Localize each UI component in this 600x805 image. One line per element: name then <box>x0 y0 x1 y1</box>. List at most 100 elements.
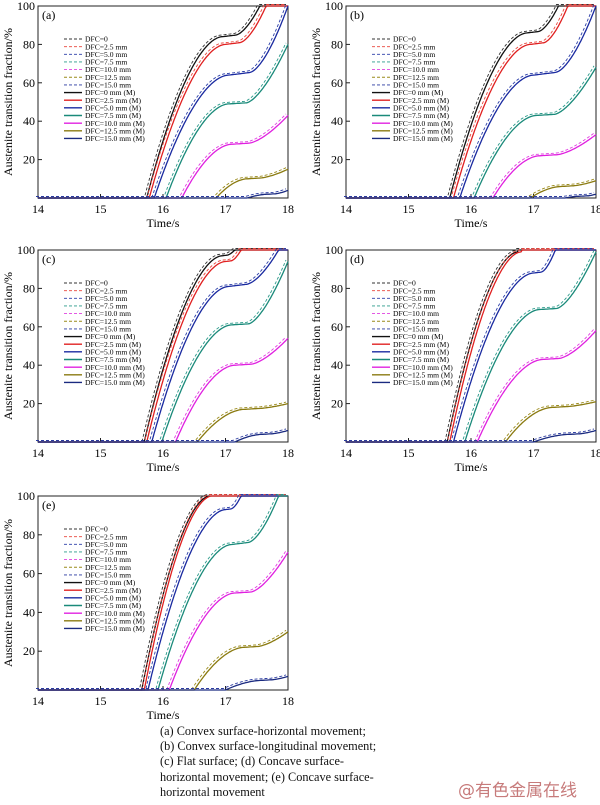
legend-label: DFC=15.0 mm <box>393 81 439 90</box>
x-tick-label: 15 <box>403 446 415 460</box>
panel-label: (b) <box>350 8 364 22</box>
legend-label: DFC=12.5 mm <box>393 73 439 82</box>
series-line-solid <box>346 330 597 443</box>
series-line-dashed <box>344 328 595 441</box>
series-line-dashed <box>344 192 595 197</box>
y-tick-label: 60 <box>23 76 35 90</box>
legend-label: DFC=10.0 mm <box>85 309 131 318</box>
series-line-dashed <box>36 42 287 197</box>
legend-label: DFC=10.0 mm <box>393 309 439 318</box>
legend-label: DFC=2.5 mm (M) <box>393 340 449 349</box>
panel-label: (e) <box>42 498 55 512</box>
legend-label: DFC=7.5 mm (M) <box>393 111 449 120</box>
series-line-dashed <box>344 250 595 441</box>
x-axis-label: Time/s <box>147 460 180 474</box>
panel-label: (c) <box>42 252 55 266</box>
y-tick-label: 40 <box>23 605 35 619</box>
series-line-solid <box>346 67 597 199</box>
legend-label: DFC=15.0 mm (M) <box>393 378 453 387</box>
legend-label: DFC=10.0 mm <box>393 65 439 74</box>
panel-label: (d) <box>350 252 364 266</box>
legend-label: DFC=2.5 mm <box>393 286 435 295</box>
legend-label: DFC=12.5 mm (M) <box>393 370 453 379</box>
legend-label: DFC=12.5 mm (M) <box>85 370 145 379</box>
series-line-solid <box>38 249 288 443</box>
legend-label: DFC=0 mm (M) <box>393 332 444 341</box>
y-tick-label: 100 <box>17 489 35 503</box>
y-tick-label: 20 <box>331 153 343 167</box>
legend-label: DFC=2.5 mm (M) <box>85 586 141 595</box>
x-axis-label: Time/s <box>147 216 180 230</box>
series-line-solid <box>346 193 597 199</box>
y-tick-label: 100 <box>325 243 343 257</box>
plot-frame <box>37 249 289 443</box>
plot-frame <box>345 249 597 443</box>
series-line-solid <box>38 114 289 199</box>
series-line-dashed <box>344 178 595 197</box>
legend-label: DFC=10.0 mm (M) <box>85 119 145 128</box>
legend-label: DFC=5.0 mm (M) <box>393 103 449 112</box>
legend-label: DFC=2.5 mm (M) <box>85 340 141 349</box>
x-tick-label: 14 <box>32 446 44 460</box>
series-line-solid <box>346 5 596 199</box>
x-tick-label: 16 <box>157 446 169 460</box>
y-tick-label: 20 <box>23 397 35 411</box>
x-tick-label: 16 <box>157 202 169 216</box>
y-tick-label: 40 <box>23 114 35 128</box>
legend-label: DFC=15.0 mm <box>85 325 131 334</box>
series-line-solid <box>346 5 597 199</box>
x-tick-label: 15 <box>95 446 107 460</box>
legend-label: DFC=12.5 mm <box>85 317 131 326</box>
legend-label: DFC=10.0 mm (M) <box>393 119 453 128</box>
legend-label: DFC=0 mm (M) <box>85 88 136 97</box>
y-tick-label: 80 <box>331 281 343 295</box>
y-tick-label: 40 <box>331 114 343 128</box>
y-axis-label: Austenite transition fraction/% <box>1 28 15 176</box>
chart-panel: 14 15 16 17 18 20 40 60 80 100 Time/s Austenite tra… <box>1 0 294 230</box>
legend-label: DFC=12.5 mm (M) <box>393 126 453 135</box>
y-tick-label: 60 <box>331 320 343 334</box>
legend-label: DFC=5.0 mm <box>393 294 435 303</box>
chart-panel: 14 15 16 17 18 20 40 60 80 100 Time/s Austenite tra… <box>1 243 294 474</box>
y-tick-label: 100 <box>325 0 343 13</box>
plot-frame <box>345 5 597 199</box>
x-tick-label: 16 <box>465 446 477 460</box>
legend-label: DFC=12.5 mm <box>85 563 131 572</box>
series-line-dashed <box>36 188 287 197</box>
y-axis-label: Austenite transition fraction/% <box>309 28 323 176</box>
series-line-solid <box>38 189 289 199</box>
series-line-solid <box>38 675 289 691</box>
legend-label: DFC=12.5 mm <box>85 73 131 82</box>
legend-label: DFC=2.5 mm <box>393 42 435 51</box>
legend-label: DFC=7.5 mm <box>393 58 435 67</box>
legend-label: DFC=0 <box>393 35 416 44</box>
series-line-dashed <box>36 428 287 441</box>
x-tick-label: 15 <box>403 202 415 216</box>
y-tick-label: 60 <box>23 567 35 581</box>
x-tick-label: 14 <box>32 202 44 216</box>
y-tick-label: 80 <box>23 37 35 51</box>
x-tick-label: 18 <box>282 446 294 460</box>
legend-label: DFC=12.5 mm <box>393 317 439 326</box>
legend-label: DFC=0 mm (M) <box>393 88 444 97</box>
legend-label: DFC=7.5 mm (M) <box>85 355 141 364</box>
y-tick-label: 20 <box>23 153 35 167</box>
y-axis-label: Austenite transition fraction/% <box>1 272 15 420</box>
legend-label: DFC=0 <box>85 279 108 288</box>
series-line-solid <box>38 495 288 691</box>
chart-panel: 14 15 16 17 18 20 40 60 80 100 Time/s Austenite tra… <box>309 243 600 474</box>
legend-label: DFC=7.5 mm (M) <box>393 355 449 364</box>
chart-panel: 14 15 16 17 18 20 40 60 80 100 Time/s Austenite tra… <box>309 0 600 230</box>
x-axis-label: Time/s <box>147 708 180 722</box>
legend-label: DFC=12.5 mm (M) <box>85 126 145 135</box>
legend-label: DFC=0 <box>393 279 416 288</box>
legend-label: DFC=7.5 mm <box>85 302 127 311</box>
legend-label: DFC=5.0 mm (M) <box>85 593 141 602</box>
series-line-solid <box>38 429 289 443</box>
legend-label: DFC=2.5 mm <box>85 532 127 541</box>
series-line-solid <box>38 249 288 443</box>
watermark: @有色金属在线 <box>458 781 577 801</box>
